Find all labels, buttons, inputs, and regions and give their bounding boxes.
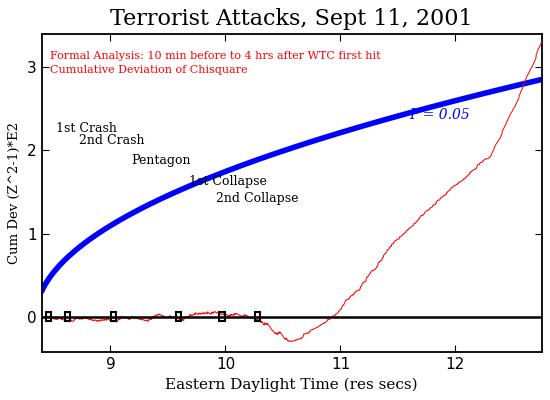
Text: 2nd Crash: 2nd Crash	[79, 134, 145, 147]
Text: 1st Crash: 1st Crash	[57, 122, 117, 135]
Title: Terrorist Attacks, Sept 11, 2001: Terrorist Attacks, Sept 11, 2001	[110, 8, 473, 30]
Bar	[112, 312, 117, 322]
Bar	[46, 312, 51, 322]
Bar	[176, 312, 181, 322]
X-axis label: Eastern Daylight Time (res secs): Eastern Daylight Time (res secs)	[165, 377, 418, 392]
Bar	[65, 312, 70, 322]
Text: 2nd Collapse: 2nd Collapse	[216, 192, 299, 205]
Bar	[255, 312, 260, 322]
Text: 1st Collapse: 1st Collapse	[189, 175, 267, 188]
Text: Pentagon: Pentagon	[131, 154, 191, 168]
Bar	[219, 312, 224, 322]
Text: Formal Analysis: 10 min before to 4 hrs after WTC first hit: Formal Analysis: 10 min before to 4 hrs …	[50, 51, 380, 61]
Y-axis label: Cum Dev (Z^2-1)*E2: Cum Dev (Z^2-1)*E2	[8, 122, 21, 264]
Text: P = 0.05: P = 0.05	[409, 108, 470, 122]
Text: Cumulative Deviation of Chisquare: Cumulative Deviation of Chisquare	[50, 65, 247, 75]
